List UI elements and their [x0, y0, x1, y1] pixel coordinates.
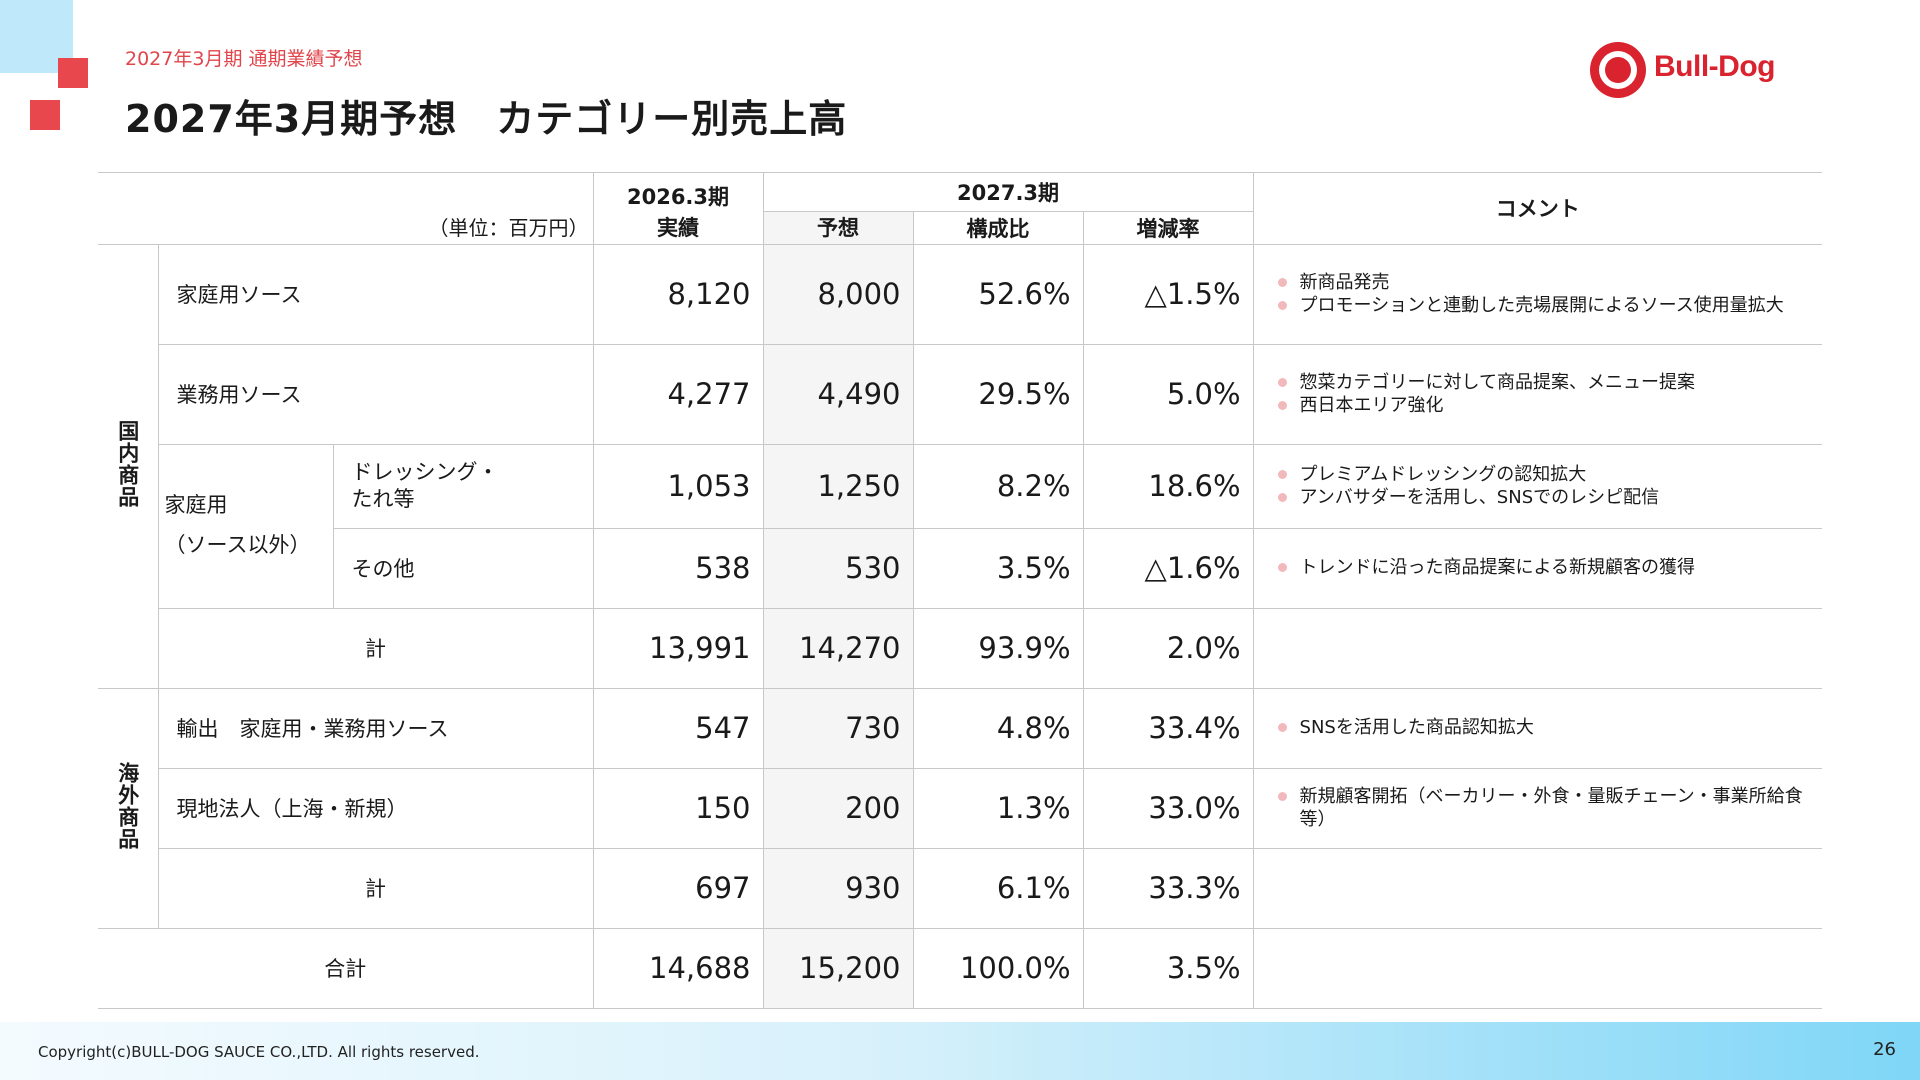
- table-row: その他 538 530 3.5% △1.6% トレンドに沿った商品提案による新規…: [98, 527, 1823, 609]
- row-label: 業務用ソース: [158, 343, 594, 445]
- comment-item: トレンドに沿った商品提案による新規顧客の獲得: [1276, 556, 1813, 579]
- decor-red-square: [58, 58, 88, 88]
- slide-subtitle: 2027年3月期 通期業績予想: [125, 48, 363, 70]
- actual-value: 697: [592, 847, 764, 929]
- share-value: 6.1%: [912, 847, 1084, 929]
- row-label: 現地法人（上海・新規）: [158, 767, 594, 849]
- forecast-value: 8,000: [762, 243, 914, 345]
- footer-bar: Copyright(c)BULL-DOG SAUCE CO.,LTD. All …: [0, 1022, 1920, 1080]
- grand-total-label: 合計: [98, 927, 594, 1009]
- period-next-header: 2027.3期: [762, 172, 1254, 212]
- copyright-text: Copyright(c)BULL-DOG SAUCE CO.,LTD. All …: [38, 1043, 480, 1061]
- unit-label: （単位：百万円）: [98, 172, 594, 245]
- share-header: 構成比: [912, 210, 1084, 245]
- forecast-value: 200: [762, 767, 914, 849]
- comment-cell: プレミアムドレッシングの認知拡大 アンバサダーを活用し、SNSでのレシピ配信: [1252, 443, 1823, 529]
- share-value: 29.5%: [912, 343, 1084, 445]
- forecast-header: 予想: [762, 211, 914, 245]
- comment-item: プロモーションと連動した売場展開によるソース使用量拡大: [1276, 294, 1813, 317]
- table-row: 計 13,991 14,270 93.9% 2.0%: [98, 607, 1823, 689]
- row-label: その他: [333, 527, 594, 609]
- comment-cell: 惣菜カテゴリーに対して商品提案、メニュー提案 西日本エリア強化: [1252, 343, 1823, 445]
- row-label: 輸出 家庭用・業務用ソース: [157, 687, 594, 769]
- change-value: 2.0%: [1082, 607, 1254, 689]
- forecast-value: 14,270: [762, 607, 914, 689]
- table-row: 海外商品 輸出 家庭用・業務用ソース 547 730 4.8% 33.4% SN…: [98, 687, 1823, 929]
- subgroup-home-label: 家庭用 （ソース以外）: [158, 443, 334, 609]
- change-value: 33.0%: [1082, 767, 1254, 849]
- group-domestic: 国内商品: [98, 243, 159, 689]
- change-value: △1.6%: [1082, 527, 1254, 609]
- group-overseas: 海外商品: [98, 687, 159, 929]
- forecast-value: 1,250: [762, 443, 914, 529]
- share-value: 8.2%: [912, 443, 1084, 529]
- actual-value: 538: [592, 527, 764, 609]
- comment-item: 惣菜カテゴリーに対して商品提案、メニュー提案: [1276, 371, 1813, 394]
- logo-text: Bull-Dog: [1654, 50, 1775, 83]
- actual-value: 14,688: [592, 927, 764, 1009]
- comment-cell: トレンドに沿った商品提案による新規顧客の獲得: [1252, 527, 1823, 609]
- comment-cell: 新規顧客開拓（ベーカリー・外食・量販チェーン・事業所給食等）: [1252, 767, 1823, 849]
- company-logo: Bull-Dog: [1590, 40, 1800, 106]
- table-row: 現地法人（上海・新規） 150 200 1.3% 33.0% 新規顧客開拓（ベー…: [98, 767, 1823, 849]
- decor-red-square: [30, 100, 60, 130]
- comment-item: アンバサダーを活用し、SNSでのレシピ配信: [1276, 486, 1813, 509]
- row-label: 計: [158, 847, 594, 929]
- table-row: 国内商品 家庭用ソース 8,120 8,000 52.6% △1.5% 新商品発…: [98, 243, 1823, 689]
- table-row: 業務用ソース 4,277 4,490 29.5% 5.0% 惣菜カテゴリーに対し…: [98, 343, 1823, 445]
- table-row: 家庭用 （ソース以外） ドレッシング・ たれ等 1,053 1,250 8.2%…: [98, 443, 1823, 609]
- table-row: 合計 14,688 15,200 100.0% 3.5%: [98, 927, 1823, 1009]
- actual-value: 8,120: [592, 243, 764, 345]
- row-label: 計: [158, 607, 594, 689]
- share-value: 52.6%: [912, 243, 1084, 345]
- share-value: 100.0%: [912, 927, 1084, 1009]
- share-value: 4.8%: [912, 687, 1084, 769]
- comment-cell: [1252, 847, 1823, 929]
- bulldog-logo-icon: [1590, 42, 1646, 98]
- forecast-value: 530: [762, 527, 914, 609]
- actual-value: 150: [592, 767, 764, 849]
- actual-value: 547: [592, 687, 764, 769]
- share-value: 93.9%: [912, 607, 1084, 689]
- comment-item: 新規顧客開拓（ベーカリー・外食・量販チェーン・事業所給食等）: [1276, 785, 1813, 832]
- change-value: 33.4%: [1082, 687, 1254, 769]
- comment-item: SNSを活用した商品認知拡大: [1276, 716, 1813, 739]
- change-value: 5.0%: [1082, 343, 1254, 445]
- forecast-value: 15,200: [762, 927, 914, 1009]
- share-value: 1.3%: [912, 767, 1084, 849]
- actual-header: 実績: [593, 211, 764, 245]
- forecast-value: 4,490: [762, 343, 914, 445]
- category-sales-table: （単位：百万円） 2026.3期 2027.3期 コメント 実績 予想 構成比 …: [98, 172, 1823, 1009]
- actual-value: 13,991: [592, 607, 764, 689]
- page-number: 26: [1873, 1039, 1896, 1060]
- change-value: 18.6%: [1082, 443, 1254, 529]
- actual-value: 1,053: [592, 443, 764, 529]
- comment-cell: 新商品発売 プロモーションと連動した売場展開によるソース使用量拡大: [1252, 243, 1823, 345]
- comment-cell: [1252, 607, 1823, 689]
- period-prev-header: 2026.3期: [592, 172, 764, 211]
- table-row: 計 697 930 6.1% 33.3%: [98, 847, 1823, 929]
- row-label: 家庭用ソース: [157, 243, 594, 345]
- comment-cell: [1252, 927, 1823, 1009]
- row-label: ドレッシング・ たれ等: [332, 443, 594, 529]
- slide-title: 2027年3月期予想 カテゴリー別売上高: [125, 97, 848, 141]
- share-value: 3.5%: [912, 527, 1084, 609]
- forecast-value: 730: [762, 687, 914, 769]
- comment-header: コメント: [1252, 172, 1823, 245]
- forecast-value: 930: [762, 847, 914, 929]
- change-value: △1.5%: [1082, 243, 1254, 345]
- comment-item: プレミアムドレッシングの認知拡大: [1276, 463, 1813, 486]
- change-value: 33.3%: [1082, 847, 1254, 929]
- comment-item: 新商品発売: [1276, 271, 1813, 294]
- change-value: 3.5%: [1082, 927, 1254, 1009]
- comment-cell: SNSを活用した商品認知拡大: [1252, 687, 1823, 769]
- actual-value: 4,277: [592, 343, 764, 445]
- comment-item: 西日本エリア強化: [1276, 394, 1813, 417]
- change-header: 増減率: [1082, 210, 1254, 245]
